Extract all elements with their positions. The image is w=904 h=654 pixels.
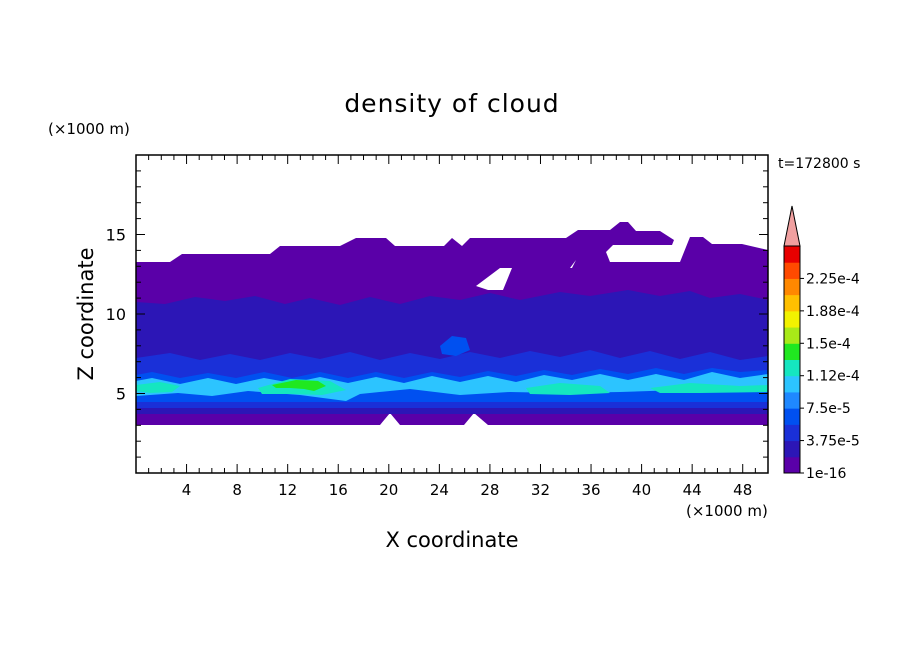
y-tick-label: 5 [116, 385, 126, 404]
time-label: t=172800 s [778, 156, 860, 172]
colorbar-segment [784, 246, 800, 263]
contour-field [136, 222, 768, 425]
x-tick-label: 48 [733, 481, 752, 499]
colorbar-label: 1.5e-4 [806, 336, 851, 352]
y-tick-label: 10 [106, 305, 126, 324]
colorbar-segment [784, 262, 800, 279]
x-tick-label: 16 [329, 481, 348, 499]
colorbar-label: 3.75e-5 [806, 434, 860, 450]
colorbar-label: 1.12e-4 [806, 369, 860, 385]
colorbar-segment [784, 375, 800, 393]
contour-level-6-left [136, 382, 180, 393]
contour-level-7 [272, 380, 326, 391]
colorbar-segment [784, 456, 800, 474]
colorbar-label: 2.25e-4 [806, 271, 860, 287]
x-tick-label: 28 [480, 481, 499, 499]
x-tick-label: 8 [232, 481, 242, 499]
contour-level-6-right1 [526, 383, 610, 395]
colorbar-segment [784, 440, 800, 458]
x-tick-label: 12 [278, 481, 297, 499]
chart-title: density of cloud [344, 89, 559, 118]
colorbar-segment [784, 278, 800, 296]
colorbar-label: 1.88e-4 [806, 304, 860, 320]
colorbar-segment [784, 424, 800, 442]
x-tick-label: 4 [182, 481, 192, 499]
x-tick-label: 36 [581, 481, 600, 499]
x-tick-label: 24 [430, 481, 449, 499]
colorbar-segment [784, 343, 800, 360]
x-axis-label: X coordinate [385, 528, 518, 552]
x-tick-label: 20 [379, 481, 398, 499]
colorbar: 1e-16 3.75e-5 7.5e-5 1.12e-4 1.5e-4 1.88e-4 2.… [783, 205, 860, 482]
y-unit-label: (×1000 m) [48, 120, 130, 138]
colorbar-label: 7.5e-5 [806, 401, 851, 417]
contour-level-6-right2 [650, 383, 768, 393]
colorbar-extend-triangle [783, 205, 801, 247]
colorbar-segment [784, 359, 800, 377]
x-unit-label: (×1000 m) [686, 502, 768, 520]
y-axis-label: Z coordinate [74, 247, 98, 380]
x-tick-label: 32 [531, 481, 550, 499]
colorbar-segment [784, 327, 800, 344]
colorbar-frame [783, 245, 801, 474]
contour-blob-upper [440, 336, 470, 356]
colorbar-segment [784, 408, 800, 425]
colorbar-segment [784, 310, 800, 328]
colorbar-segment [784, 391, 800, 409]
x-tick-label: 44 [683, 481, 702, 499]
colorbar-label: 1e-16 [806, 466, 846, 482]
colorbar-segment [784, 294, 800, 312]
y-tick-label: 15 [106, 226, 126, 245]
x-tick-label: 40 [632, 481, 651, 499]
